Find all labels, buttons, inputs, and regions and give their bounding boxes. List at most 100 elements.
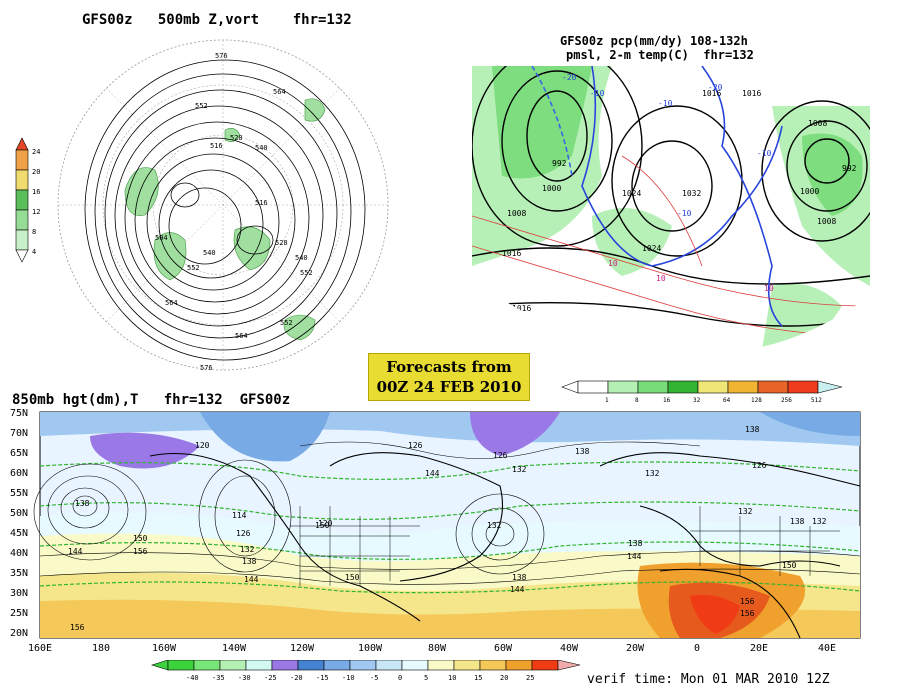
height-label: 150 — [315, 521, 330, 530]
colorbar-label: -20 — [290, 674, 303, 682]
contour-label: 564 — [165, 299, 178, 307]
height-label: 150 — [133, 534, 148, 543]
height-label: 132 — [812, 517, 827, 526]
top-right-title-line2: pmsl, 2-m temp(C) fhr=132 — [566, 48, 754, 62]
contour-label: 552 — [300, 269, 313, 277]
global-850mb-map: 120 126 138 144 126 132 138 132 126 114 … — [10, 408, 861, 652]
lon-label: 20E — [750, 643, 768, 652]
isobar-label: 1016 — [512, 304, 531, 313]
colorbar-label: 64 — [723, 397, 731, 404]
forecast-init-line2: 00Z 24 FEB 2010 — [376, 378, 522, 396]
height-label: 138 — [242, 557, 257, 566]
colorbar-arrow-left — [561, 380, 579, 394]
lat-label: 60N — [10, 468, 28, 479]
contour-label: 528 — [230, 134, 243, 142]
contour-label: 540 — [255, 144, 268, 152]
height-label: 144 — [244, 575, 259, 584]
lon-label: 160W — [152, 643, 177, 652]
polar-contour-labels: 576 564 552 540 528 516 504 564 552 540 … — [155, 52, 313, 372]
colorbar-arrow-bottom — [15, 249, 29, 263]
colorbar-seg — [15, 169, 29, 191]
isobar-label: 1024 — [642, 244, 661, 253]
colorbar-seg — [219, 660, 247, 671]
colorbar-label: 20 — [500, 674, 508, 682]
precip-colorbar: 1 8 16 32 64 128 256 512 — [561, 380, 843, 404]
colorbar-seg — [271, 660, 299, 671]
colorbar-label: -5 — [370, 674, 378, 682]
colorbar-arrow-top — [15, 137, 29, 151]
lat-label: 75N — [10, 408, 28, 419]
colorbar-seg — [167, 660, 195, 671]
height-label: 156 — [133, 547, 148, 556]
colorbar-label: 12 — [32, 208, 40, 216]
lat-label: 30N — [10, 588, 28, 599]
colorbar-label: 24 — [32, 148, 40, 156]
top-left-panel-title: GFS00z 500mb Z,vort fhr=132 — [82, 12, 352, 28]
colorbar-seg — [577, 380, 609, 394]
temp-label: -10 — [757, 149, 772, 158]
colorbar-seg — [193, 660, 221, 671]
lat-label: 65N — [10, 448, 28, 459]
colorbar-seg — [15, 149, 29, 171]
height-label: 126 — [408, 441, 423, 450]
colorbar-label: 0 — [398, 674, 402, 682]
colorbar-label: -30 — [238, 674, 251, 682]
height-label: 150 — [345, 573, 360, 582]
pmsl-precip-map: 992 1000 1008 1016 1024 1032 1016 1024 1… — [472, 66, 870, 350]
contour-label: 552 — [280, 319, 293, 327]
isobar-label: 1000 — [800, 187, 819, 196]
height-label: 144 — [68, 547, 83, 556]
colorbar-seg — [697, 380, 729, 394]
lat-axis-labels: 75N 70N 65N 60N 55N 50N 45N 40N 35N 30N … — [10, 408, 28, 639]
height-label: 126 — [236, 529, 251, 538]
colorbar-label: 8 — [32, 228, 36, 236]
colorbar-seg — [479, 660, 507, 671]
height-label: 132 — [487, 521, 502, 530]
green-isotherms — [39, 461, 861, 594]
contour-label: 528 — [275, 239, 288, 247]
contour-label: 576 — [200, 364, 213, 372]
contour-label: 540 — [295, 254, 308, 262]
height-label: 138 — [575, 447, 590, 456]
colorbar-seg — [787, 380, 819, 394]
contour-label: 564 — [235, 332, 248, 340]
isobar-labels: 992 1000 1008 1016 1024 1032 1016 1024 1… — [502, 89, 857, 313]
isobar-label: 1008 — [808, 119, 827, 128]
contour-label: 516 — [210, 142, 223, 150]
lon-label: 140W — [222, 643, 247, 652]
top-right-title-line1: GFS00z pcp(mm/dy) 108-132h — [560, 34, 748, 48]
height-label: 156 — [740, 597, 755, 606]
colorbar-label: 20 — [32, 168, 40, 176]
isobar-label: 1008 — [507, 209, 526, 218]
temp-label: -10 — [677, 209, 692, 218]
lon-label: 40W — [560, 643, 579, 652]
height-label: 138 — [745, 425, 760, 434]
colorbar-seg — [15, 229, 29, 251]
temp-label: -10 — [590, 89, 605, 98]
height-label: 126 — [752, 461, 767, 470]
temp-label: -20 — [708, 83, 723, 92]
colorbar-seg — [15, 209, 29, 231]
contour-label: 504 — [155, 234, 168, 242]
colorbar-label: 25 — [526, 674, 534, 682]
colorbar-label: 16 — [32, 188, 40, 196]
colorbar-seg — [297, 660, 325, 671]
lon-label: 80W — [428, 643, 447, 652]
colorbar-seg — [637, 380, 669, 394]
height-contours — [84, 59, 366, 361]
isobar-label: 1008 — [817, 217, 836, 226]
lon-axis-labels: 160E 180 160W 140W 120W 100W 80W 60W 40W… — [28, 643, 836, 652]
height-label: 120 — [195, 441, 210, 450]
colorbar-seg — [727, 380, 759, 394]
forecast-init-box: Forecasts from 00Z 24 FEB 2010 — [368, 353, 530, 401]
contour-label: 516 — [255, 199, 268, 207]
height-label: 156 — [740, 609, 755, 618]
lat-label: 55N — [10, 488, 28, 499]
isobar-label: 1024 — [622, 189, 641, 198]
height-label: 132 — [240, 545, 255, 554]
isobar-label: 1016 — [502, 249, 521, 258]
colorbar-arrow-right — [817, 380, 843, 394]
temp-label: -10 — [658, 99, 673, 108]
height-label: 132 — [645, 469, 660, 478]
contour-label: 540 — [203, 249, 216, 257]
